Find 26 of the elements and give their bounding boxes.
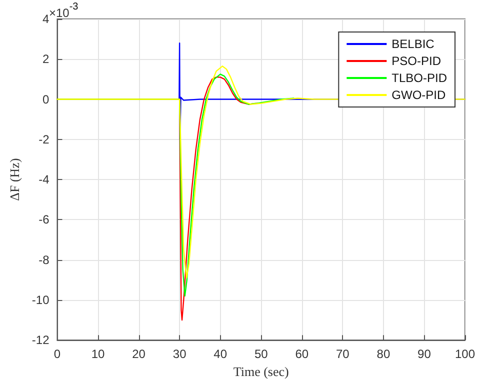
x-tick-label: 30 [172, 347, 187, 362]
y-tick-label: 0 [42, 92, 50, 106]
legend-label: GWO-PID [392, 88, 446, 102]
x-tick-label: 90 [418, 347, 432, 362]
y-axis-title: ΔF (Hz) [7, 158, 22, 201]
x-tick-label: 50 [254, 347, 268, 362]
x-tick-label: 80 [376, 347, 390, 362]
x-tick-label: 40 [214, 347, 228, 362]
y-tick-label: -12 [32, 333, 50, 348]
x-tick-label: 60 [295, 347, 309, 362]
x-tick-label: 10 [91, 347, 106, 362]
y-tick-label: -8 [38, 252, 50, 267]
y-tick-label: -4 [38, 172, 50, 187]
x-tick-label: 100 [454, 347, 476, 362]
x-tick-label: 20 [132, 347, 146, 362]
y-tick-label: -10 [32, 292, 50, 307]
x-tick-label: 0 [54, 347, 61, 362]
legend-label: BELBIC [392, 37, 435, 51]
y-tick-label: -6 [38, 212, 50, 227]
legend-label: PSO-PID [392, 54, 442, 68]
y-tick-label: 4 [42, 12, 50, 26]
y-tick-label: 2 [42, 52, 50, 66]
legend-label: TLBO-PID [392, 71, 448, 85]
x-axis-title: Time (sec) [233, 364, 289, 379]
y-tick-label: -2 [38, 132, 50, 146]
x-tick-label: 70 [336, 347, 350, 362]
